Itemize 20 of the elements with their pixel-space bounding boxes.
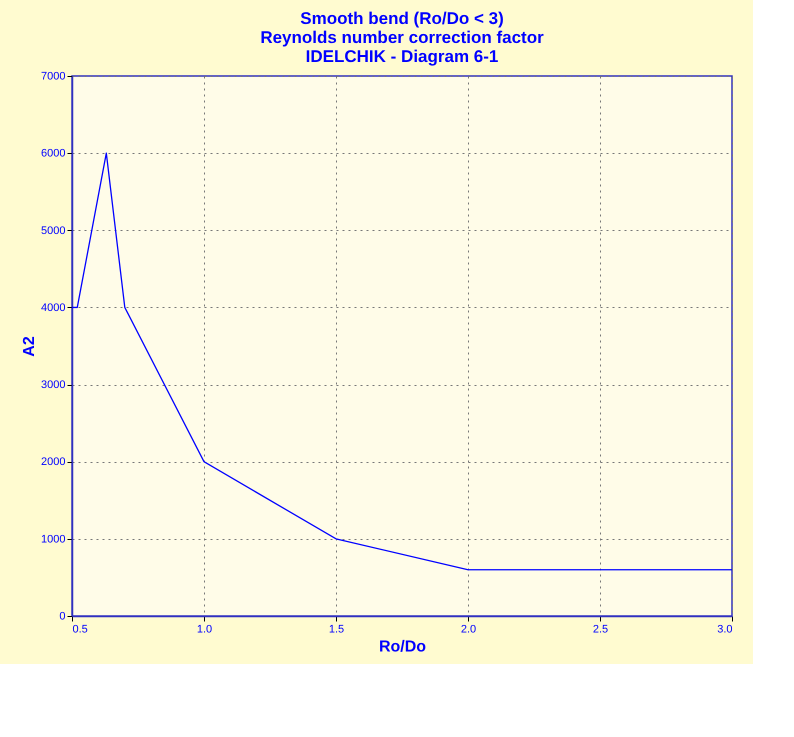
- y-tick-label: 1000: [41, 533, 66, 546]
- x-tick-label: 0.5: [72, 624, 88, 636]
- x-axis-title: Ro/Do: [378, 638, 426, 656]
- y-tick-label: 2000: [41, 456, 66, 468]
- line-series: [71, 152, 733, 570]
- y-tick-label: 4000: [41, 302, 66, 314]
- x-tick-label: 1.5: [328, 624, 344, 636]
- y-tick-label: 3000: [41, 379, 66, 392]
- y-tick-label: 5000: [41, 224, 66, 237]
- text: IDELCHIK - Diagram 6-1: [306, 47, 498, 66]
- x-tick-label: 2.0: [460, 624, 476, 636]
- y-tick-label: 6000: [41, 148, 66, 160]
- x-tick-label: 2.5: [592, 624, 608, 636]
- x-tick-label: 1.0: [196, 624, 212, 636]
- text: Smooth bend (Ro/Do < 3): [300, 9, 504, 28]
- y-axis-title: A2: [21, 336, 38, 357]
- y-tick-label: 0: [59, 610, 66, 622]
- y-tick-label: 7000: [41, 70, 66, 82]
- x-tick-label: 3.0: [717, 624, 732, 636]
- text: Reynolds number correction factor: [260, 28, 544, 47]
